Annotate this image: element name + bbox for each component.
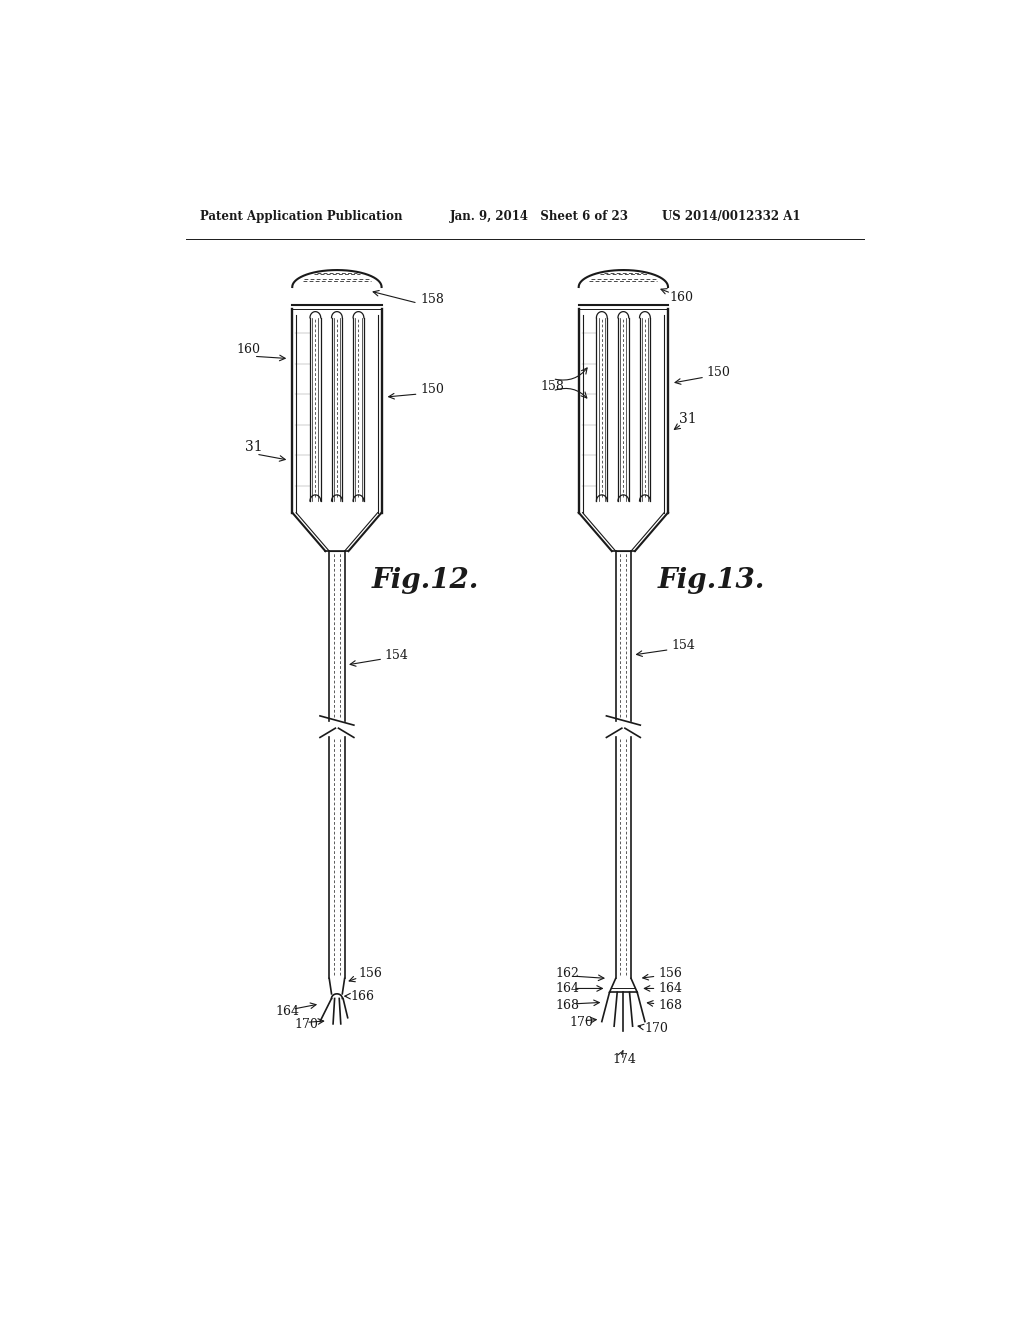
Text: 150: 150 (707, 366, 730, 379)
Text: 164: 164 (658, 982, 682, 995)
Text: 156: 156 (658, 966, 682, 979)
Text: 166: 166 (351, 990, 375, 1003)
Text: 164: 164 (556, 982, 580, 995)
Text: 154: 154 (671, 639, 695, 652)
Text: 164: 164 (275, 1005, 299, 1018)
Text: 154: 154 (385, 648, 409, 661)
Text: 162: 162 (556, 966, 580, 979)
Text: 168: 168 (556, 999, 580, 1012)
Text: 160: 160 (237, 343, 261, 356)
Text: 31: 31 (245, 440, 262, 454)
Text: 156: 156 (358, 966, 382, 979)
Text: US 2014/0012332 A1: US 2014/0012332 A1 (662, 210, 801, 223)
Text: 170: 170 (295, 1018, 318, 1031)
Text: 158: 158 (420, 293, 444, 306)
Text: 150: 150 (420, 383, 444, 396)
Text: 170: 170 (645, 1022, 669, 1035)
Text: 158: 158 (541, 380, 564, 393)
Text: 170: 170 (569, 1016, 593, 1028)
Text: Fig.13.: Fig.13. (658, 566, 765, 594)
Text: Patent Application Publication: Patent Application Publication (200, 210, 402, 223)
Text: Fig.12.: Fig.12. (372, 566, 479, 594)
Text: 168: 168 (658, 999, 682, 1012)
Text: 160: 160 (670, 290, 693, 304)
Text: 174: 174 (612, 1053, 637, 1065)
Text: 31: 31 (679, 412, 696, 425)
Text: Jan. 9, 2014   Sheet 6 of 23: Jan. 9, 2014 Sheet 6 of 23 (451, 210, 629, 223)
